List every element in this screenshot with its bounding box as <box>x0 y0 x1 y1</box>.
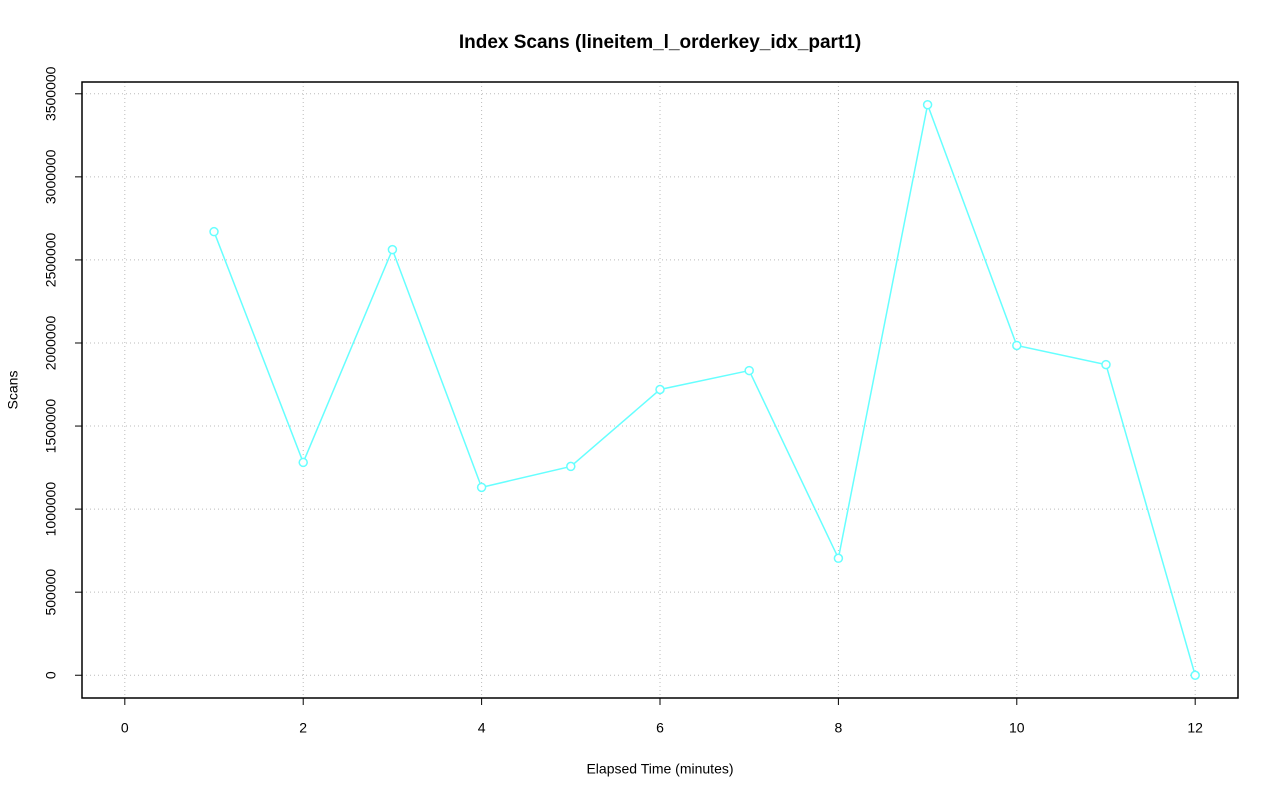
y-axis-label: Scans <box>5 371 21 410</box>
point <box>387 244 398 255</box>
point <box>655 384 665 395</box>
chart-title: Index Scans (lineitem_l_orderkey_idx_par… <box>459 32 861 53</box>
y-tick-label: 0 <box>43 671 59 679</box>
point <box>1190 670 1200 680</box>
y-tick-label: 500000 <box>43 569 59 616</box>
point <box>833 553 844 564</box>
y-tick-label: 2000000 <box>43 316 59 371</box>
x-tick-label: 4 <box>478 720 486 736</box>
point <box>1101 359 1111 370</box>
point <box>476 482 487 493</box>
point <box>744 365 754 376</box>
y-tick-label: 1000000 <box>43 482 59 537</box>
x-tick-label: 12 <box>1187 720 1203 736</box>
x-tick-label: 0 <box>121 720 129 736</box>
y-tick-label: 3500000 <box>43 66 59 121</box>
y-tick-label: 2500000 <box>43 232 59 287</box>
point <box>209 226 219 237</box>
y-tick-label: 1500000 <box>43 399 59 454</box>
point <box>1012 340 1022 351</box>
point <box>298 457 308 468</box>
y-tick-label: 3000000 <box>43 149 59 204</box>
series-line <box>213 102 1196 676</box>
x-tick-label: 6 <box>656 720 664 736</box>
x-axis-label: Elapsed Time (minutes) <box>586 761 733 777</box>
x-tick-label: 8 <box>834 720 842 736</box>
x-tick-label: 2 <box>299 720 307 736</box>
point <box>566 461 576 472</box>
x-tick-label: 10 <box>1009 720 1025 736</box>
plot-frame <box>81 81 1239 699</box>
point <box>922 100 933 110</box>
